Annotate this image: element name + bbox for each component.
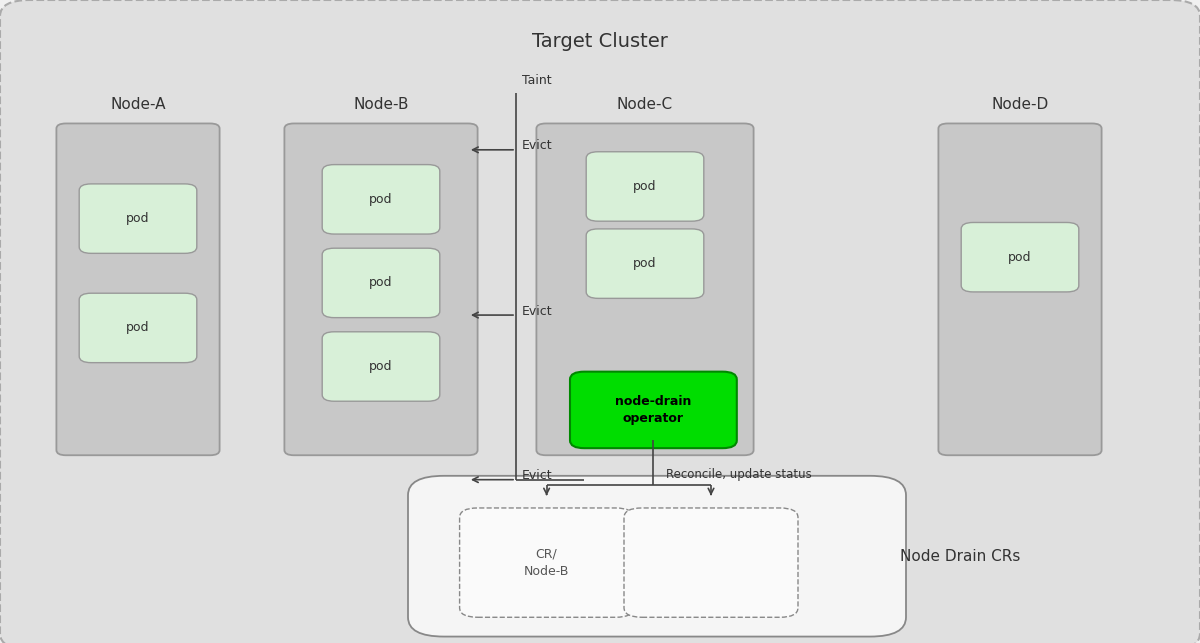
FancyBboxPatch shape (408, 476, 906, 637)
Text: Taint: Taint (522, 74, 552, 87)
Text: Evict: Evict (522, 140, 553, 152)
Text: Node-B: Node-B (353, 96, 409, 112)
FancyBboxPatch shape (323, 248, 440, 318)
Text: pod: pod (370, 276, 392, 289)
FancyBboxPatch shape (961, 222, 1079, 292)
FancyBboxPatch shape (79, 184, 197, 253)
FancyBboxPatch shape (586, 152, 704, 221)
Text: Evict: Evict (522, 305, 553, 318)
Text: Node-C: Node-C (617, 96, 673, 112)
FancyBboxPatch shape (56, 123, 220, 455)
FancyBboxPatch shape (323, 332, 440, 401)
Text: pod: pod (370, 193, 392, 206)
Text: pod: pod (126, 212, 150, 225)
Text: pod: pod (634, 257, 656, 270)
FancyBboxPatch shape (624, 508, 798, 617)
FancyBboxPatch shape (79, 293, 197, 363)
FancyBboxPatch shape (460, 508, 634, 617)
Text: Node-D: Node-D (991, 96, 1049, 112)
FancyBboxPatch shape (938, 123, 1102, 455)
FancyBboxPatch shape (536, 123, 754, 455)
Text: Target Cluster: Target Cluster (532, 32, 668, 51)
Text: Evict: Evict (522, 469, 553, 482)
Text: Node-A: Node-A (110, 96, 166, 112)
Text: pod: pod (370, 360, 392, 373)
Text: pod: pod (1008, 251, 1032, 264)
FancyBboxPatch shape (323, 165, 440, 234)
Text: CR/
Node-B: CR/ Node-B (524, 548, 569, 577)
FancyBboxPatch shape (586, 229, 704, 298)
Text: Reconcile, update status: Reconcile, update status (666, 468, 811, 481)
Text: pod: pod (634, 180, 656, 193)
Text: node-drain
operator: node-drain operator (616, 395, 691, 425)
Text: Node Drain CRs: Node Drain CRs (900, 548, 1020, 564)
Text: pod: pod (126, 322, 150, 334)
FancyBboxPatch shape (570, 372, 737, 448)
FancyBboxPatch shape (284, 123, 478, 455)
